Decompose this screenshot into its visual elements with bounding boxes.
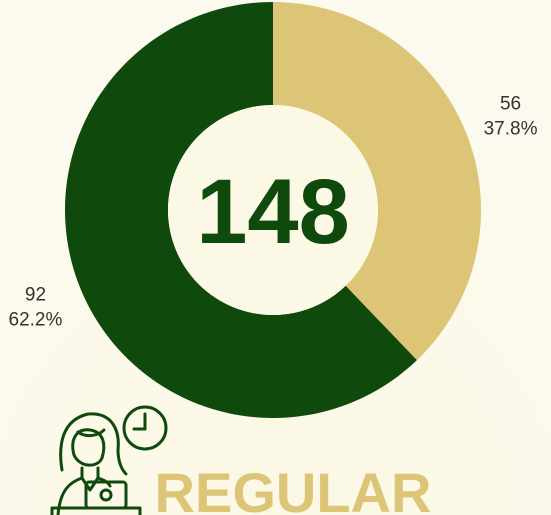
chart-title: REGULAR xyxy=(155,461,432,515)
value-label: 92 xyxy=(25,284,46,305)
chart: 148 REGULAR 56 37.8% 92 62.2% xyxy=(0,0,551,515)
value-label: 56 xyxy=(500,94,521,115)
page: 148 REGULAR 5637.8%9262.2% (() => { cons… xyxy=(0,0,551,515)
percent-label: 62.2% xyxy=(9,309,63,330)
percent-label: 37.8% xyxy=(484,119,538,140)
center-total: 148 xyxy=(196,161,350,263)
